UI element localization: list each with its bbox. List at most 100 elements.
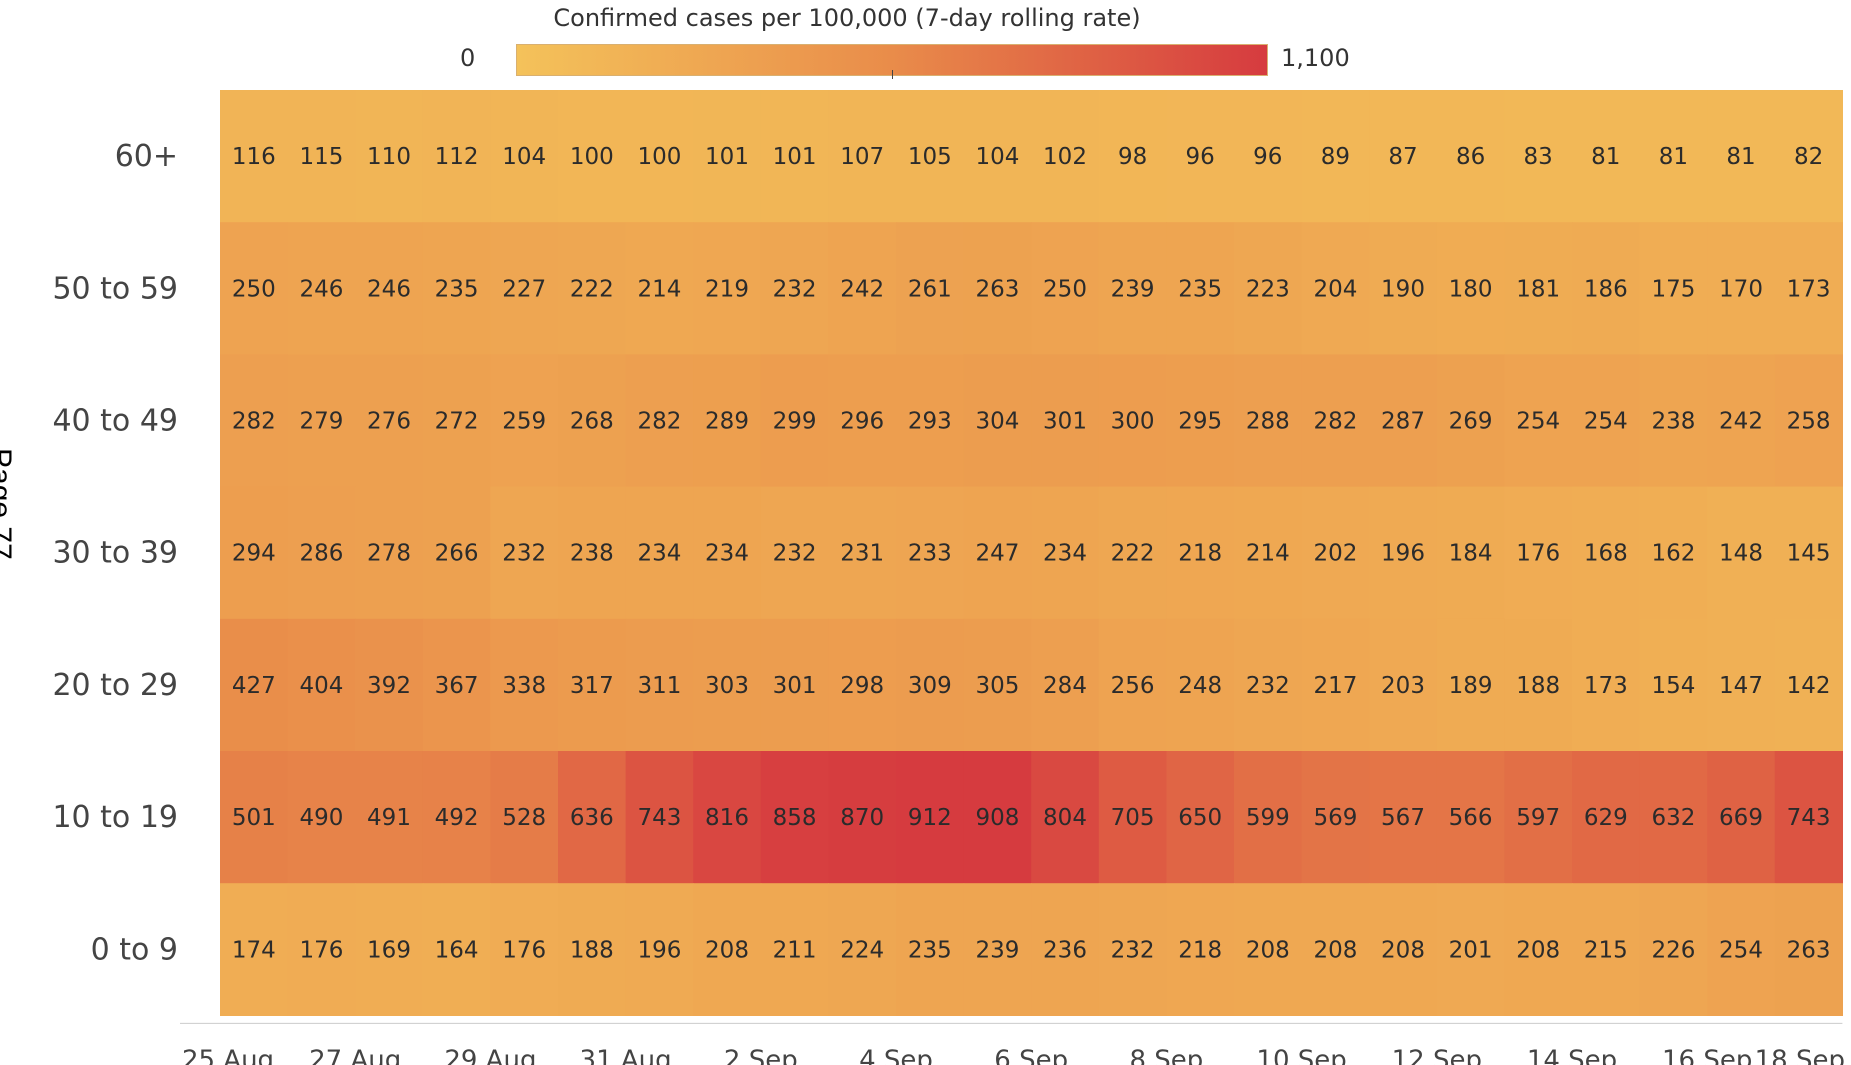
heatmap-cell [1639, 883, 1708, 1016]
legend-title: Confirmed cases per 100,000 (7-day rolli… [553, 4, 1141, 32]
cell-value-label: 242 [1719, 409, 1763, 435]
heatmap-cell [1098, 354, 1167, 488]
cell-value-label: 286 [299, 541, 343, 567]
heatmap-cell [1572, 618, 1641, 752]
cell-value-label: 636 [570, 805, 614, 831]
heatmap-cell [1369, 90, 1438, 223]
cell-value-label: 254 [1584, 409, 1628, 435]
cell-value-label: 289 [705, 409, 749, 435]
heatmap-cell [1166, 90, 1235, 223]
heatmap-cell [490, 486, 559, 620]
heatmap-cell [1504, 751, 1573, 884]
heatmap-cell [1572, 222, 1641, 355]
heatmap-cell [1098, 751, 1167, 884]
cell-value-label: 294 [232, 541, 276, 567]
cell-value-label: 96 [1186, 144, 1215, 170]
cell-value-label: 169 [367, 937, 411, 963]
cell-value-label: 102 [1043, 144, 1087, 170]
heatmap-cell [355, 90, 424, 223]
heatmap-cell [625, 222, 694, 355]
heatmap-cell [963, 90, 1032, 223]
heatmap-cell [1166, 486, 1235, 620]
cell-value-label: 104 [975, 144, 1019, 170]
cell-value-label: 188 [570, 937, 614, 963]
cell-value-label: 89 [1321, 144, 1350, 170]
cell-value-label: 282 [232, 409, 276, 435]
cell-value-label: 189 [1449, 673, 1493, 699]
heatmap-cell [355, 486, 424, 620]
cell-value-label: 196 [637, 937, 681, 963]
heatmap-cell [1639, 618, 1708, 752]
x-tick-label: 14 Sep [1527, 1045, 1617, 1065]
cell-value-label: 248 [1178, 673, 1222, 699]
cell-value-label: 190 [1381, 276, 1425, 302]
heatmap-cell [355, 618, 424, 752]
heatmap-cell [287, 222, 356, 355]
cell-value-label: 176 [1516, 541, 1560, 567]
cell-value-label: 247 [975, 541, 1019, 567]
heatmap-cell [760, 618, 829, 752]
cell-value-label: 491 [367, 805, 411, 831]
cell-value-label: 278 [367, 541, 411, 567]
row-label: 40 to 49 [52, 404, 178, 439]
heatmap-cell [1572, 90, 1641, 223]
heatmap-cell [1774, 90, 1843, 223]
heatmap-cell [1774, 222, 1843, 355]
heatmap-cell [1707, 618, 1776, 752]
x-tick-label: 31 Aug [580, 1045, 672, 1065]
heatmap-cell [693, 222, 762, 355]
cell-value-label: 287 [1381, 409, 1425, 435]
heatmap-cell [1572, 486, 1641, 620]
cell-value-label: 299 [773, 409, 817, 435]
cell-value-label: 162 [1651, 541, 1695, 567]
cell-value-label: 743 [637, 805, 681, 831]
cell-value-label: 98 [1118, 144, 1147, 170]
cell-value-label: 145 [1787, 541, 1831, 567]
cell-value-label: 107 [840, 144, 884, 170]
cell-value-label: 404 [299, 673, 343, 699]
cell-value-label: 266 [435, 541, 479, 567]
heatmap-cell [422, 751, 491, 884]
cell-value-label: 261 [908, 276, 952, 302]
heatmap-cell [1098, 90, 1167, 223]
cell-value-label: 96 [1253, 144, 1282, 170]
heatmap-cell [1774, 618, 1843, 752]
heatmap-cell [963, 486, 1032, 620]
heatmap-cell [693, 618, 762, 752]
cell-value-label: 269 [1449, 409, 1493, 435]
heatmap-cell [558, 883, 627, 1016]
cell-value-label: 222 [1111, 541, 1155, 567]
cell-value-label: 338 [502, 673, 546, 699]
cell-value-label: 105 [908, 144, 952, 170]
cell-value-label: 101 [705, 144, 749, 170]
heatmap-cell [287, 354, 356, 488]
cell-value-label: 317 [570, 673, 614, 699]
heatmap-cell [220, 354, 289, 488]
heatmap-cell [1369, 354, 1438, 488]
heatmap-cell [896, 222, 965, 355]
cell-value-label: 263 [975, 276, 1019, 302]
x-tick-label: 12 Sep [1392, 1045, 1482, 1065]
heatmap-cell [693, 883, 762, 1016]
cell-value-label: 234 [1043, 541, 1087, 567]
heatmap-cell [625, 354, 694, 488]
heatmap-cell [963, 618, 1032, 752]
heatmap-cell [558, 486, 627, 620]
heatmap-cell [1166, 751, 1235, 884]
heatmap-cell [220, 486, 289, 620]
heatmap-cell [490, 883, 559, 1016]
cell-value-label: 181 [1516, 276, 1560, 302]
cell-value-label: 296 [840, 409, 884, 435]
heatmap-cell [1639, 222, 1708, 355]
heatmap-cell [422, 354, 491, 488]
heatmap-cell [490, 751, 559, 884]
heatmap-cell [963, 751, 1032, 884]
cell-value-label: 208 [705, 937, 749, 963]
row-label: 30 to 39 [52, 536, 178, 571]
heatmap-cell [1436, 751, 1505, 884]
heatmap-cell [1504, 354, 1573, 488]
cell-value-label: 239 [1111, 276, 1155, 302]
heatmap-cell [1369, 222, 1438, 355]
heatmap-cell [220, 90, 289, 223]
